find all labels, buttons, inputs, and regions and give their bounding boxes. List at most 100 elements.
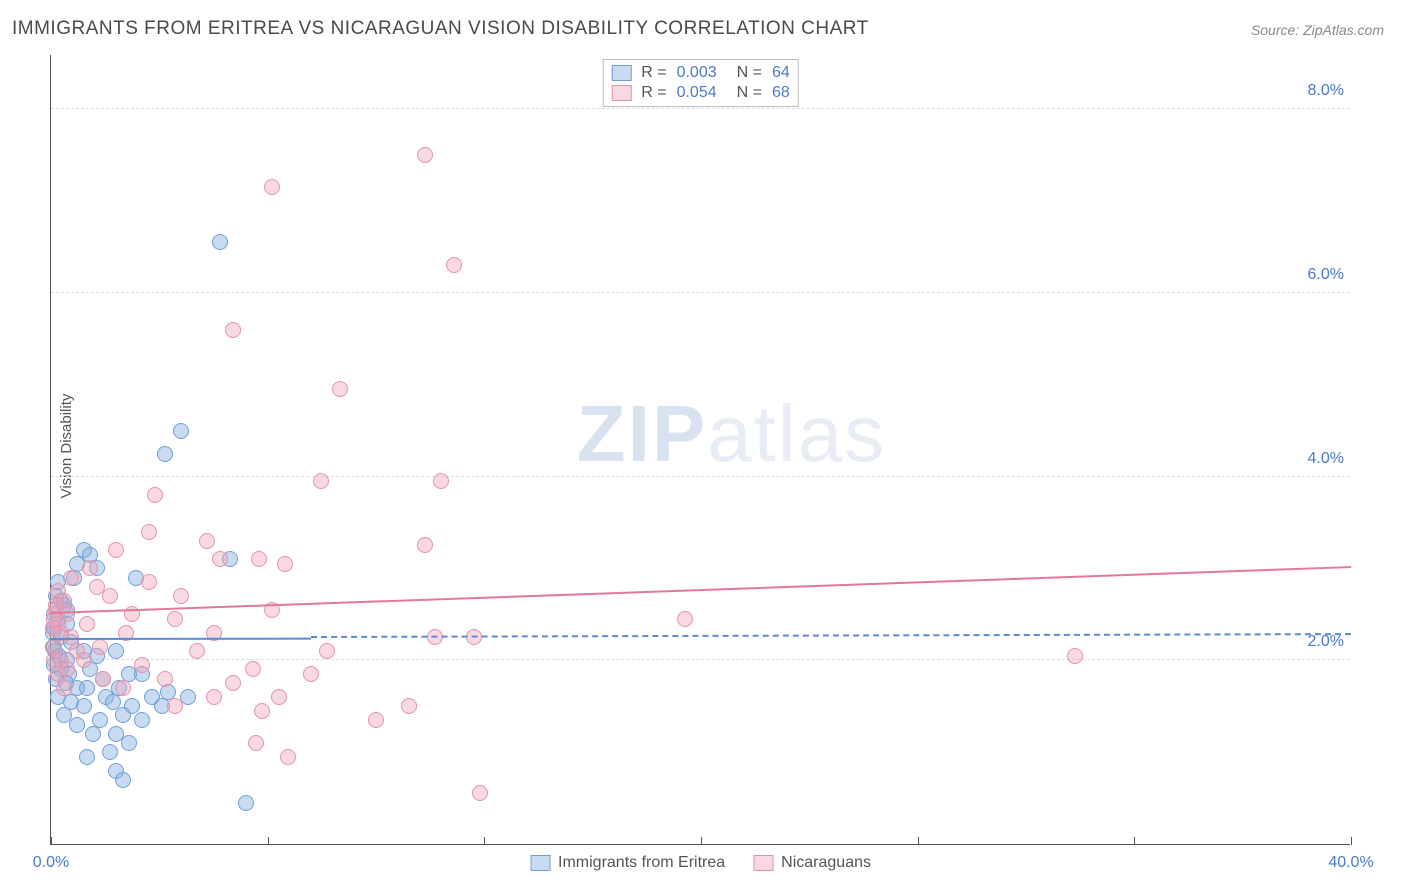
data-point: [79, 749, 95, 765]
data-point: [368, 712, 384, 728]
data-point: [102, 588, 118, 604]
data-point: [225, 675, 241, 691]
data-point: [102, 744, 118, 760]
data-point: [446, 257, 462, 273]
grid-line: [51, 476, 1350, 477]
data-point: [303, 666, 319, 682]
data-point: [108, 643, 124, 659]
data-point: [264, 179, 280, 195]
r-value: 0.054: [677, 84, 717, 102]
grid-line: [51, 292, 1350, 293]
x-tick-mark: [268, 837, 269, 845]
legend-swatch: [753, 855, 773, 871]
data-point: [245, 661, 261, 677]
x-tick-mark: [1351, 837, 1352, 845]
data-point: [238, 795, 254, 811]
data-point: [251, 551, 267, 567]
scatter-plot: ZIPatlas R = 0.003N = 64R = 0.054N = 68 …: [50, 55, 1350, 845]
grid-line: [51, 108, 1350, 109]
watermark-zip: ZIP: [577, 389, 707, 478]
data-point: [69, 717, 85, 733]
series-legend: Immigrants from Eritrea Nicaraguans: [530, 854, 871, 872]
x-tick-mark: [51, 837, 52, 845]
data-point: [141, 524, 157, 540]
trend-line: [51, 566, 1351, 614]
data-point: [134, 712, 150, 728]
y-tick-label: 4.0%: [1308, 450, 1344, 468]
data-point: [115, 707, 131, 723]
data-point: [472, 785, 488, 801]
watermark-logo: ZIPatlas: [577, 388, 886, 480]
x-tick-mark: [918, 837, 919, 845]
watermark-atlas: atlas: [707, 389, 886, 478]
stats-row: R = 0.054N = 68: [611, 84, 790, 102]
data-point: [56, 680, 72, 696]
data-point: [121, 735, 137, 751]
data-point: [319, 643, 335, 659]
data-point: [277, 556, 293, 572]
trend-line: [51, 638, 311, 640]
y-tick-label: 6.0%: [1308, 266, 1344, 284]
data-point: [157, 446, 173, 462]
data-point: [79, 616, 95, 632]
data-point: [115, 772, 131, 788]
data-point: [433, 473, 449, 489]
source-attribution: Source: ZipAtlas.com: [1251, 22, 1384, 38]
y-tick-label: 8.0%: [1308, 82, 1344, 100]
n-label: N =: [737, 64, 762, 82]
data-point: [212, 551, 228, 567]
legend-item: Nicaraguans: [753, 854, 871, 872]
data-point: [248, 735, 264, 751]
data-point: [189, 643, 205, 659]
data-point: [401, 698, 417, 714]
data-point: [134, 657, 150, 673]
data-point: [271, 689, 287, 705]
data-point: [167, 698, 183, 714]
data-point: [76, 652, 92, 668]
data-point: [95, 671, 111, 687]
data-point: [173, 588, 189, 604]
data-point: [280, 749, 296, 765]
x-tick-mark: [484, 837, 485, 845]
data-point: [225, 322, 241, 338]
data-point: [313, 473, 329, 489]
data-point: [417, 147, 433, 163]
legend-item: Immigrants from Eritrea: [530, 854, 725, 872]
data-point: [199, 533, 215, 549]
data-point: [173, 423, 189, 439]
r-label: R =: [641, 84, 666, 102]
data-point: [76, 698, 92, 714]
x-tick-label: 0.0%: [33, 854, 69, 872]
y-tick-label: 2.0%: [1308, 633, 1344, 651]
legend-label: Nicaraguans: [781, 854, 871, 872]
data-point: [206, 689, 222, 705]
stats-row: R = 0.003N = 64: [611, 64, 790, 82]
data-point: [141, 574, 157, 590]
source-label: Source:: [1251, 22, 1299, 38]
chart-title: IMMIGRANTS FROM ERITREA VS NICARAGUAN VI…: [12, 18, 869, 40]
data-point: [417, 537, 433, 553]
data-point: [82, 560, 98, 576]
legend-swatch: [611, 85, 631, 101]
r-value: 0.003: [677, 64, 717, 82]
legend-swatch: [530, 855, 550, 871]
data-point: [79, 680, 95, 696]
legend-label: Immigrants from Eritrea: [558, 854, 725, 872]
data-point: [167, 611, 183, 627]
n-label: N =: [737, 84, 762, 102]
data-point: [1067, 648, 1083, 664]
data-point: [85, 726, 101, 742]
x-tick-mark: [701, 837, 702, 845]
grid-line: [51, 659, 1350, 660]
source-value: ZipAtlas.com: [1303, 22, 1384, 38]
data-point: [147, 487, 163, 503]
data-point: [254, 703, 270, 719]
data-point: [212, 234, 228, 250]
x-tick-label: 40.0%: [1328, 854, 1373, 872]
data-point: [115, 680, 131, 696]
data-point: [332, 381, 348, 397]
n-value: 64: [772, 64, 790, 82]
correlation-stats-legend: R = 0.003N = 64R = 0.054N = 68: [602, 59, 799, 107]
data-point: [59, 661, 75, 677]
legend-swatch: [611, 65, 631, 81]
